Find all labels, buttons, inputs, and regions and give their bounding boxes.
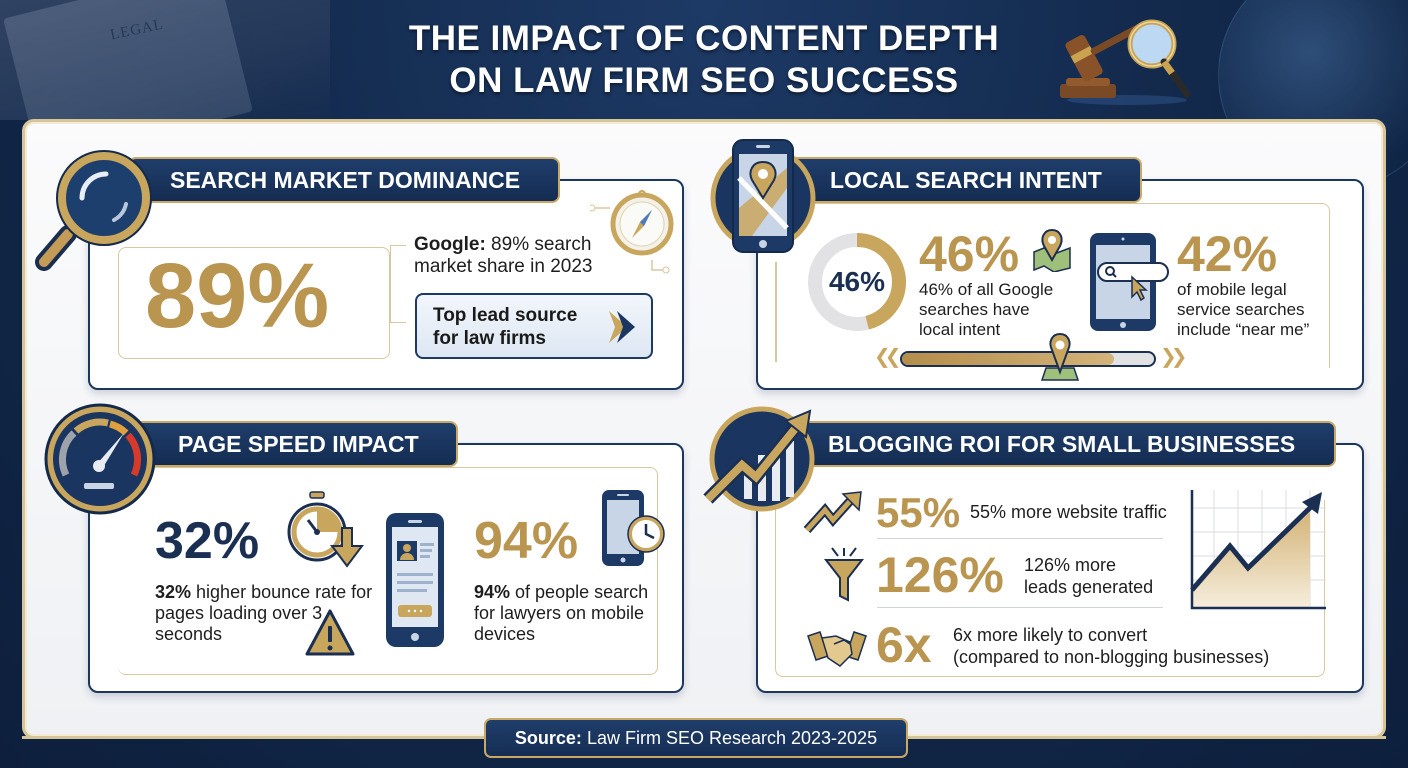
blog-conversion-value: 6x [876,617,932,673]
blog-leads-line2: leads generated [1024,577,1154,597]
blogging-heading: BLOGGING ROI FOR SMALL BUSINESSES [828,431,1296,457]
local-search-heading: LOCAL SEARCH INTENT [830,167,1102,193]
chevron-right-icon [609,311,635,343]
search-market-heading: SEARCH MARKET DOMINANCE [170,167,521,193]
mobile-profile-icon [386,513,444,647]
near-me-value: 42% [1177,226,1278,282]
chevrons-left-icon: ❮❮ [874,346,901,368]
search-market-value-frame [118,247,390,359]
search-market-description-bold: Google: [414,234,486,255]
blog-conversion-line1: 6x more likely to convert [953,625,1148,645]
blog-row-divider [877,538,1163,539]
legal-document-background: LEGAL [0,0,330,165]
local-progress-fill [902,353,1114,365]
top-lead-source-text: Top lead source for law firms [433,305,578,349]
page-title-line2: ON LAW FIRM SEO SUCCESS [449,61,959,100]
funnel-icon [823,547,865,602]
mobile-search-value: 94% [474,512,579,570]
blogging-header: BLOGGING ROI FOR SMALL BUSINESSES [790,421,1336,467]
blog-leads-description: 126% more leads generated [1024,554,1153,598]
search-market-header: SEARCH MARKET DOMINANCE [128,157,560,203]
blog-row-divider [877,607,1163,608]
mobile-search-description: 94% of people search for lawyers on mobi… [474,582,674,645]
speedometer-icon [44,403,156,515]
gavel-magnifier-icon [1060,19,1191,105]
local-search-left-rule [775,262,777,362]
bounce-rate-description: 32% higher bounce rate for pages loading… [155,582,375,645]
page-speed-header: PAGE SPEED IMPACT [128,421,458,467]
handshake-icon [807,631,867,667]
local-intent-description: 46% of all Google searches have local in… [919,280,1054,339]
bounce-rate-description-bold: 32% [155,582,192,602]
bounce-rate-value: 32% [155,512,260,570]
phone-clock-icon [602,490,665,566]
connector-line [390,245,406,323]
local-progress-track [900,351,1156,367]
page-speed-heading: PAGE SPEED IMPACT [178,431,419,457]
source-text: Law Firm SEO Research 2023-2025 [581,728,878,748]
source-footer: Source: Law Firm SEO Research 2023-2025 [484,718,908,758]
stopwatch-down-icon [287,491,364,568]
search-market-big-value: 89% [145,245,330,347]
near-me-description: of mobile legal service searches include… [1177,280,1310,339]
blogging-inner-frame [775,500,1325,677]
bounce-rate-description-text: higher bounce rate for pages loading ove… [155,582,373,644]
phone-map-pin-icon [710,139,816,253]
magnifier-icon [35,150,152,271]
map-pin-icon [1033,228,1071,272]
page-speed-inner-frame [118,467,658,675]
local-search-inner-frame [775,203,1330,368]
search-market-description-text: 89% search market share in 2023 [414,234,593,277]
page-title: THE IMPACT OF CONTENT DEPTH ON LAW FIRM … [0,18,1408,102]
chevrons-right-icon: ❯❯ [1160,346,1187,368]
blog-leads-line1: 126% more [1024,555,1117,575]
growth-chart-icon [703,406,815,512]
mobile-search-description-bold: 94% [474,582,511,602]
blog-traffic-description: 55% more website traffic [970,502,1167,522]
local-search-header: LOCAL SEARCH INTENT [790,157,1142,203]
blog-conversion-description: 6x more likely to convert (compared to n… [953,624,1269,668]
mobile-search-description-text: of people search for lawyers on mobile d… [474,582,649,644]
warning-icon [305,609,355,656]
search-market-description: Google: 89% search market share in 2023 [414,234,634,278]
blog-traffic-value: 55% [876,489,961,536]
source-line-left [22,736,484,739]
blog-leads-value: 126% [876,547,1004,603]
progress-map-pin-icon [1040,332,1080,381]
growth-area-chart-icon [1190,490,1326,610]
page-title-line1: THE IMPACT OF CONTENT DEPTH [408,19,1000,58]
donut-center-value: 46% [828,266,886,297]
tablet-search-icon [1090,233,1169,331]
source-line-right [908,736,1386,739]
top-lead-source-callout[interactable]: Top lead source for law firms [415,293,653,359]
local-intent-value: 46% [919,226,1020,282]
trend-arrow-icon [803,491,862,534]
source-label: Source: [514,728,582,748]
local-intent-donut-chart [808,233,906,331]
compass-icon [590,190,674,274]
blog-conversion-line2: (compared to non-blogging businesses) [953,647,1270,667]
